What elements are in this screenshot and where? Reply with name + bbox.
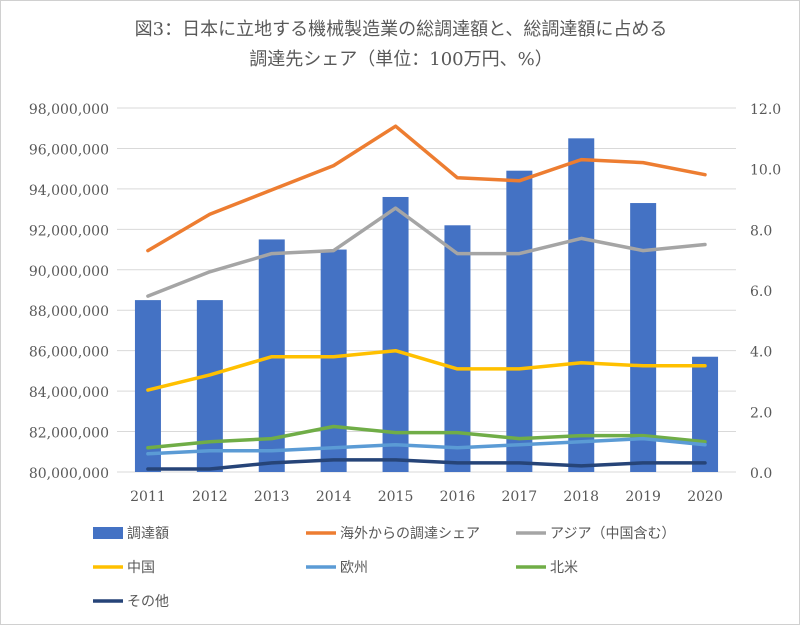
left-y-axis: 80,000,000 82,000,000 84,000,000 86,000,000… xyxy=(29,102,109,482)
legend-label: 中国 xyxy=(127,560,155,576)
left-y-tick-label: 86,000,000 xyxy=(29,345,109,361)
series-line xyxy=(146,458,707,471)
legend-label: アジア（中国含む） xyxy=(550,526,675,542)
series-line xyxy=(146,124,707,253)
x-tick-label: 2011 xyxy=(130,489,166,505)
legend-swatch-bar xyxy=(93,527,123,539)
x-tick-label: 2016 xyxy=(440,489,476,505)
bar xyxy=(382,196,409,472)
legend-label: その他 xyxy=(127,594,169,610)
left-y-tick-label: 94,000,000 xyxy=(29,183,109,199)
x-tick-label: 2013 xyxy=(254,489,290,505)
bar xyxy=(568,138,595,473)
legend-label: 海外からの調達シェア xyxy=(340,526,480,542)
left-y-tick-label: 80,000,000 xyxy=(29,466,109,482)
x-tick-label: 2019 xyxy=(625,489,661,505)
left-y-tick-label: 90,000,000 xyxy=(29,264,109,280)
left-y-tick-label: 88,000,000 xyxy=(29,304,109,320)
right-y-tick-label: 2.0 xyxy=(750,405,772,421)
x-axis: 2011 2012 2013 2014 2015 2016 2017 2018 2019 2020 xyxy=(130,489,723,505)
right-y-tick-label: 4.0 xyxy=(750,345,772,361)
bar xyxy=(196,300,223,472)
left-y-tick-label: 92,000,000 xyxy=(29,223,109,239)
right-y-tick-label: 8.0 xyxy=(750,223,772,239)
series-line xyxy=(146,424,707,450)
legend-label: 北米 xyxy=(550,560,578,576)
legend-label: 欧州 xyxy=(340,560,368,576)
left-y-tick-label: 84,000,000 xyxy=(29,385,109,401)
left-y-tick-label: 82,000,000 xyxy=(29,426,109,442)
bar-series xyxy=(134,138,719,473)
right-y-tick-label: 0.0 xyxy=(750,466,772,482)
x-tick-label: 2017 xyxy=(502,489,538,505)
series-line xyxy=(146,206,707,298)
series-line xyxy=(146,436,707,456)
bar xyxy=(506,170,533,472)
bar xyxy=(134,300,161,472)
bar xyxy=(320,249,347,472)
right-y-tick-label: 10.0 xyxy=(750,163,781,179)
x-tick-label: 2014 xyxy=(316,489,352,505)
legend-label: 調達額 xyxy=(127,526,169,542)
right-y-tick-label: 6.0 xyxy=(750,284,772,300)
chart-title: 図3：日本に立地する機械製造業の総調達額と、総調達額に占める 調達先シェア（単位… xyxy=(1,15,799,75)
chart-title-line2: 調達先シェア（単位：100万円、%） xyxy=(249,49,553,70)
left-y-tick-label: 96,000,000 xyxy=(29,142,109,158)
bar xyxy=(692,356,719,472)
x-tick-label: 2012 xyxy=(192,489,228,505)
right-y-axis: 0.0 2.0 4.0 6.0 8.0 10.0 12.0 xyxy=(750,102,781,482)
bar xyxy=(630,203,657,473)
x-tick-label: 2020 xyxy=(687,489,723,505)
x-tick-label: 2015 xyxy=(378,489,414,505)
series-line xyxy=(146,348,707,392)
chart-title-line1: 図3：日本に立地する機械製造業の総調達額と、総調達額に占める xyxy=(134,19,668,40)
right-y-tick-label: 12.0 xyxy=(750,102,781,118)
left-y-tick-label: 98,000,000 xyxy=(29,102,109,118)
line-series xyxy=(146,124,707,471)
x-tick-label: 2018 xyxy=(563,489,599,505)
